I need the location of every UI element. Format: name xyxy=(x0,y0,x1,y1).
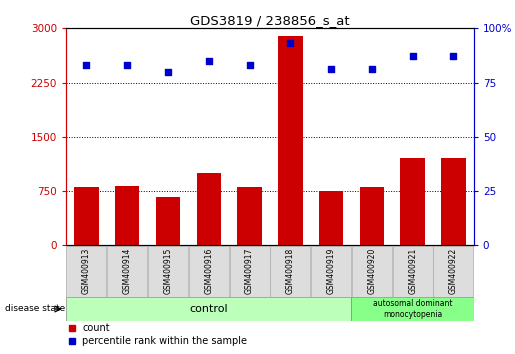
Text: GSM400914: GSM400914 xyxy=(123,248,132,294)
Bar xyxy=(351,297,474,321)
Bar xyxy=(66,297,351,321)
Point xyxy=(123,62,131,68)
Bar xyxy=(392,246,433,297)
Bar xyxy=(115,186,140,245)
Point xyxy=(82,62,91,68)
Bar xyxy=(400,158,425,245)
Point xyxy=(286,41,295,46)
Title: GDS3819 / 238856_s_at: GDS3819 / 238856_s_at xyxy=(190,14,350,27)
Bar xyxy=(270,246,311,297)
Bar xyxy=(319,191,344,245)
Bar xyxy=(197,173,221,245)
Point xyxy=(204,58,213,64)
Text: GSM400915: GSM400915 xyxy=(163,248,173,294)
Text: GSM400913: GSM400913 xyxy=(82,248,91,294)
Point xyxy=(449,54,457,59)
Point xyxy=(246,62,254,68)
Bar xyxy=(148,246,188,297)
Text: GSM400919: GSM400919 xyxy=(327,248,336,294)
Bar xyxy=(156,198,180,245)
Text: percentile rank within the sample: percentile rank within the sample xyxy=(82,336,247,346)
Bar xyxy=(352,246,392,297)
Bar xyxy=(237,187,262,245)
Bar xyxy=(230,246,269,297)
Bar xyxy=(189,246,229,297)
Bar xyxy=(74,187,99,245)
Text: GSM400921: GSM400921 xyxy=(408,248,417,294)
Point xyxy=(368,67,376,72)
Bar xyxy=(434,246,473,297)
Point xyxy=(408,54,417,59)
Point xyxy=(164,69,172,74)
Text: disease state: disease state xyxy=(5,304,65,314)
Bar xyxy=(359,187,384,245)
Bar xyxy=(107,246,147,297)
Text: control: control xyxy=(190,304,228,314)
Text: GSM400922: GSM400922 xyxy=(449,248,458,294)
Text: GSM400917: GSM400917 xyxy=(245,248,254,294)
Bar xyxy=(278,35,302,245)
Text: GSM400916: GSM400916 xyxy=(204,248,213,294)
Point xyxy=(327,67,335,72)
Text: GSM400918: GSM400918 xyxy=(286,248,295,294)
Text: autosomal dominant
monocytopenia: autosomal dominant monocytopenia xyxy=(373,299,452,319)
Text: GSM400920: GSM400920 xyxy=(367,248,376,294)
Text: count: count xyxy=(82,323,110,333)
Bar xyxy=(66,246,107,297)
Bar xyxy=(441,158,466,245)
Bar xyxy=(311,246,351,297)
